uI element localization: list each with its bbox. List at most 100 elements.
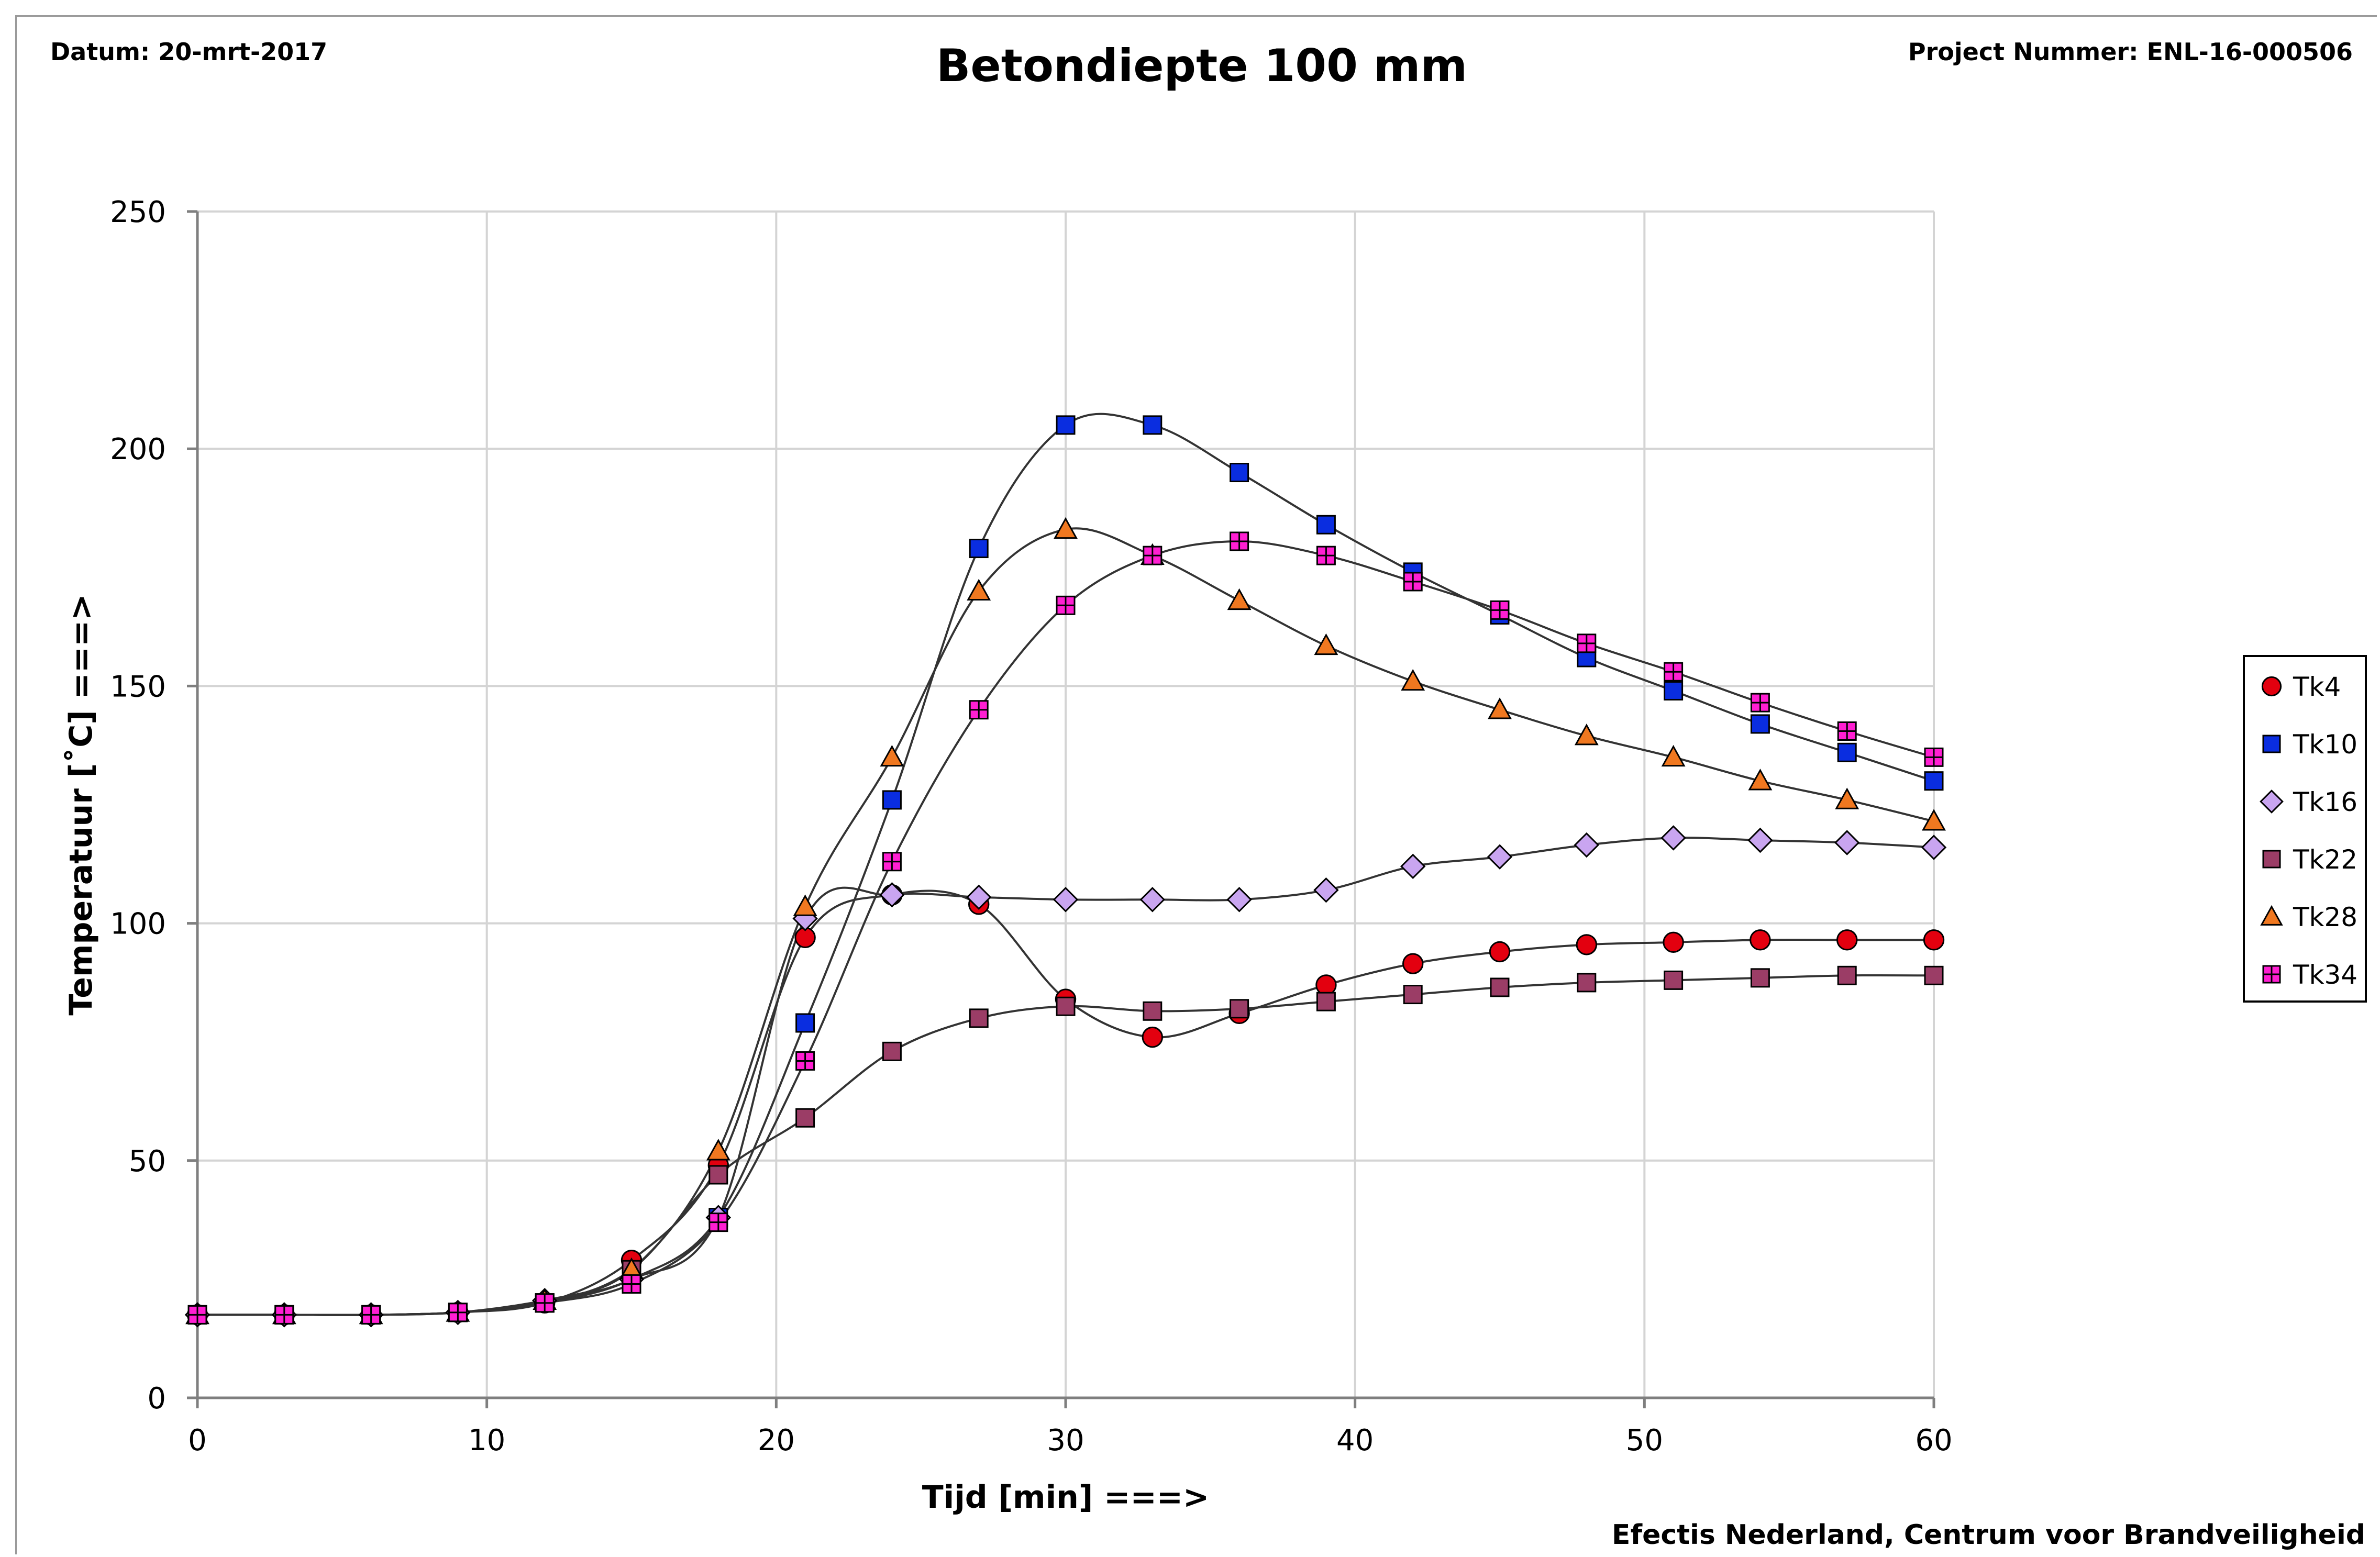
legend-label: Tk22 (2293, 844, 2358, 875)
data-point-tk22 (1143, 1001, 1163, 1021)
data-point-tk10 (1664, 681, 1684, 700)
data-point-tk22 (1750, 968, 1770, 988)
data-point-tk34 (1230, 531, 1249, 551)
x-tick-label: 30 (1047, 1423, 1084, 1458)
y-tick-label: 250 (110, 195, 166, 229)
x-tick-label: 20 (758, 1423, 795, 1458)
series-line-tk28 (197, 527, 1934, 1316)
data-point-tk16 (1139, 887, 1166, 913)
data-point-tk22 (1837, 965, 1857, 985)
report-date: Datum: 20-mrt-2017 (50, 38, 328, 66)
legend-marker-symbol (2260, 789, 2284, 814)
data-point-tk16 (1574, 832, 1600, 858)
data-point-tk22 (1403, 985, 1423, 1005)
data-point-tk22 (1230, 999, 1249, 1019)
data-point-tk16 (1313, 877, 1339, 903)
data-point-tk28 (880, 744, 904, 767)
data-point-tk4 (1402, 953, 1424, 974)
y-tick-label: 0 (147, 1382, 166, 1416)
data-point-tk16 (1487, 844, 1513, 870)
data-point-tk34 (448, 1303, 468, 1322)
y-tick-label: 100 (110, 907, 166, 941)
data-point-tk4 (1142, 1026, 1164, 1048)
data-point-tk34 (1056, 595, 1076, 615)
data-point-tk22 (1577, 973, 1597, 993)
x-tick-label: 40 (1336, 1423, 1374, 1458)
data-point-tk22 (709, 1165, 728, 1185)
data-point-tk28 (706, 1139, 730, 1161)
project-number: Project Nummer: ENL-16-000506 (1908, 38, 2353, 66)
legend-item-tk10: Tk10 (2245, 717, 2365, 774)
legend-marker (2262, 965, 2281, 984)
data-point-tk16 (1661, 825, 1686, 851)
legend-item-tk4: Tk4 (2245, 659, 2365, 717)
data-point-tk16 (966, 884, 992, 910)
data-point-tk4 (1576, 934, 1598, 955)
series-line-tk34 (197, 540, 1934, 1316)
page-frame (15, 15, 2377, 1554)
x-axis-title: Tijd [min] ===> (922, 1479, 1210, 1516)
x-tick-label: 60 (1915, 1423, 1952, 1458)
legend-label: Tk28 (2293, 902, 2358, 932)
data-point-tk10 (1924, 771, 1944, 791)
data-point-tk22 (1664, 970, 1684, 990)
axes-layer (187, 210, 1935, 1408)
data-point-tk34 (1316, 546, 1336, 565)
data-point-tk4 (1923, 929, 1945, 951)
data-point-tk34 (187, 1305, 207, 1325)
data-point-tk34 (535, 1293, 555, 1313)
chart-title: Betondiepte 100 mm (936, 40, 1468, 92)
legend-marker-symbol (2262, 850, 2281, 869)
data-point-tk34 (361, 1305, 381, 1325)
data-point-tk34 (1750, 693, 1770, 713)
legend-marker-symbol (2260, 905, 2283, 926)
data-point-tk22 (882, 1041, 902, 1061)
legend-label: Tk34 (2293, 960, 2358, 990)
data-point-tk34 (1403, 572, 1423, 592)
data-point-tk28 (1574, 724, 1599, 746)
data-point-tk10 (1837, 742, 1857, 762)
x-tick-label: 10 (468, 1423, 505, 1458)
legend-marker (2262, 735, 2281, 753)
data-point-tk22 (969, 1008, 989, 1028)
data-point-tk10 (969, 539, 989, 559)
data-point-tk22 (795, 1108, 815, 1128)
data-point-tk28 (1054, 517, 1078, 539)
data-point-tk28 (1227, 588, 1252, 610)
data-point-tk16 (1921, 835, 1947, 860)
legend-label: Tk16 (2293, 787, 2358, 817)
data-point-tk34 (1924, 747, 1944, 767)
data-point-tk34 (1837, 721, 1857, 741)
data-point-tk34 (795, 1051, 815, 1071)
data-point-tk34 (1143, 546, 1163, 565)
data-point-tk4 (1836, 929, 1858, 951)
data-point-tk4 (1663, 931, 1684, 953)
data-point-tk34 (622, 1274, 641, 1294)
data-point-tk34 (969, 700, 989, 720)
data-point-tk28 (1661, 744, 1686, 767)
data-point-tk16 (1053, 887, 1079, 913)
data-point-tk16 (1400, 853, 1426, 880)
series-markers (184, 415, 1947, 1328)
tick-labels: 0 10 20 30 40 50 60 0 50 100 150 200 250 (110, 195, 1953, 1458)
data-point-tk4 (1315, 974, 1337, 996)
data-point-tk10 (795, 1013, 815, 1033)
data-point-tk28 (1314, 633, 1338, 655)
data-point-tk34 (1577, 633, 1597, 653)
data-point-tk10 (1143, 415, 1163, 435)
legend-marker (2262, 850, 2281, 869)
legend-marker-symbol (2262, 965, 2281, 984)
data-point-tk28 (1401, 669, 1425, 691)
data-point-tk16 (879, 882, 905, 908)
data-point-tk28 (1748, 769, 1773, 791)
data-point-tk28 (1922, 809, 1946, 831)
data-point-tk34 (1490, 600, 1510, 620)
y-axis-title: Temperatuur [˚C] ===> (63, 594, 99, 1015)
data-point-tk16 (1747, 827, 1773, 853)
data-point-tk4 (1750, 929, 1771, 951)
data-point-tk10 (1750, 714, 1770, 734)
data-point-tk10 (1316, 515, 1336, 535)
data-point-tk22 (1490, 977, 1510, 997)
data-point-tk16 (1226, 887, 1252, 913)
